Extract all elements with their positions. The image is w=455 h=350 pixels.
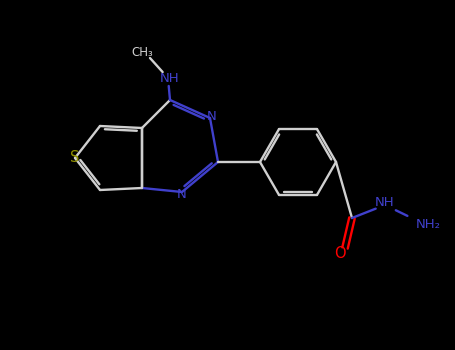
Text: CH₃: CH₃ [131, 47, 153, 60]
Text: NH: NH [160, 71, 180, 84]
Text: NH₂: NH₂ [415, 217, 440, 231]
Text: NH: NH [375, 196, 395, 209]
Text: N: N [177, 188, 187, 201]
Text: N: N [207, 111, 217, 124]
Text: O: O [334, 245, 346, 260]
Text: S: S [71, 150, 80, 166]
